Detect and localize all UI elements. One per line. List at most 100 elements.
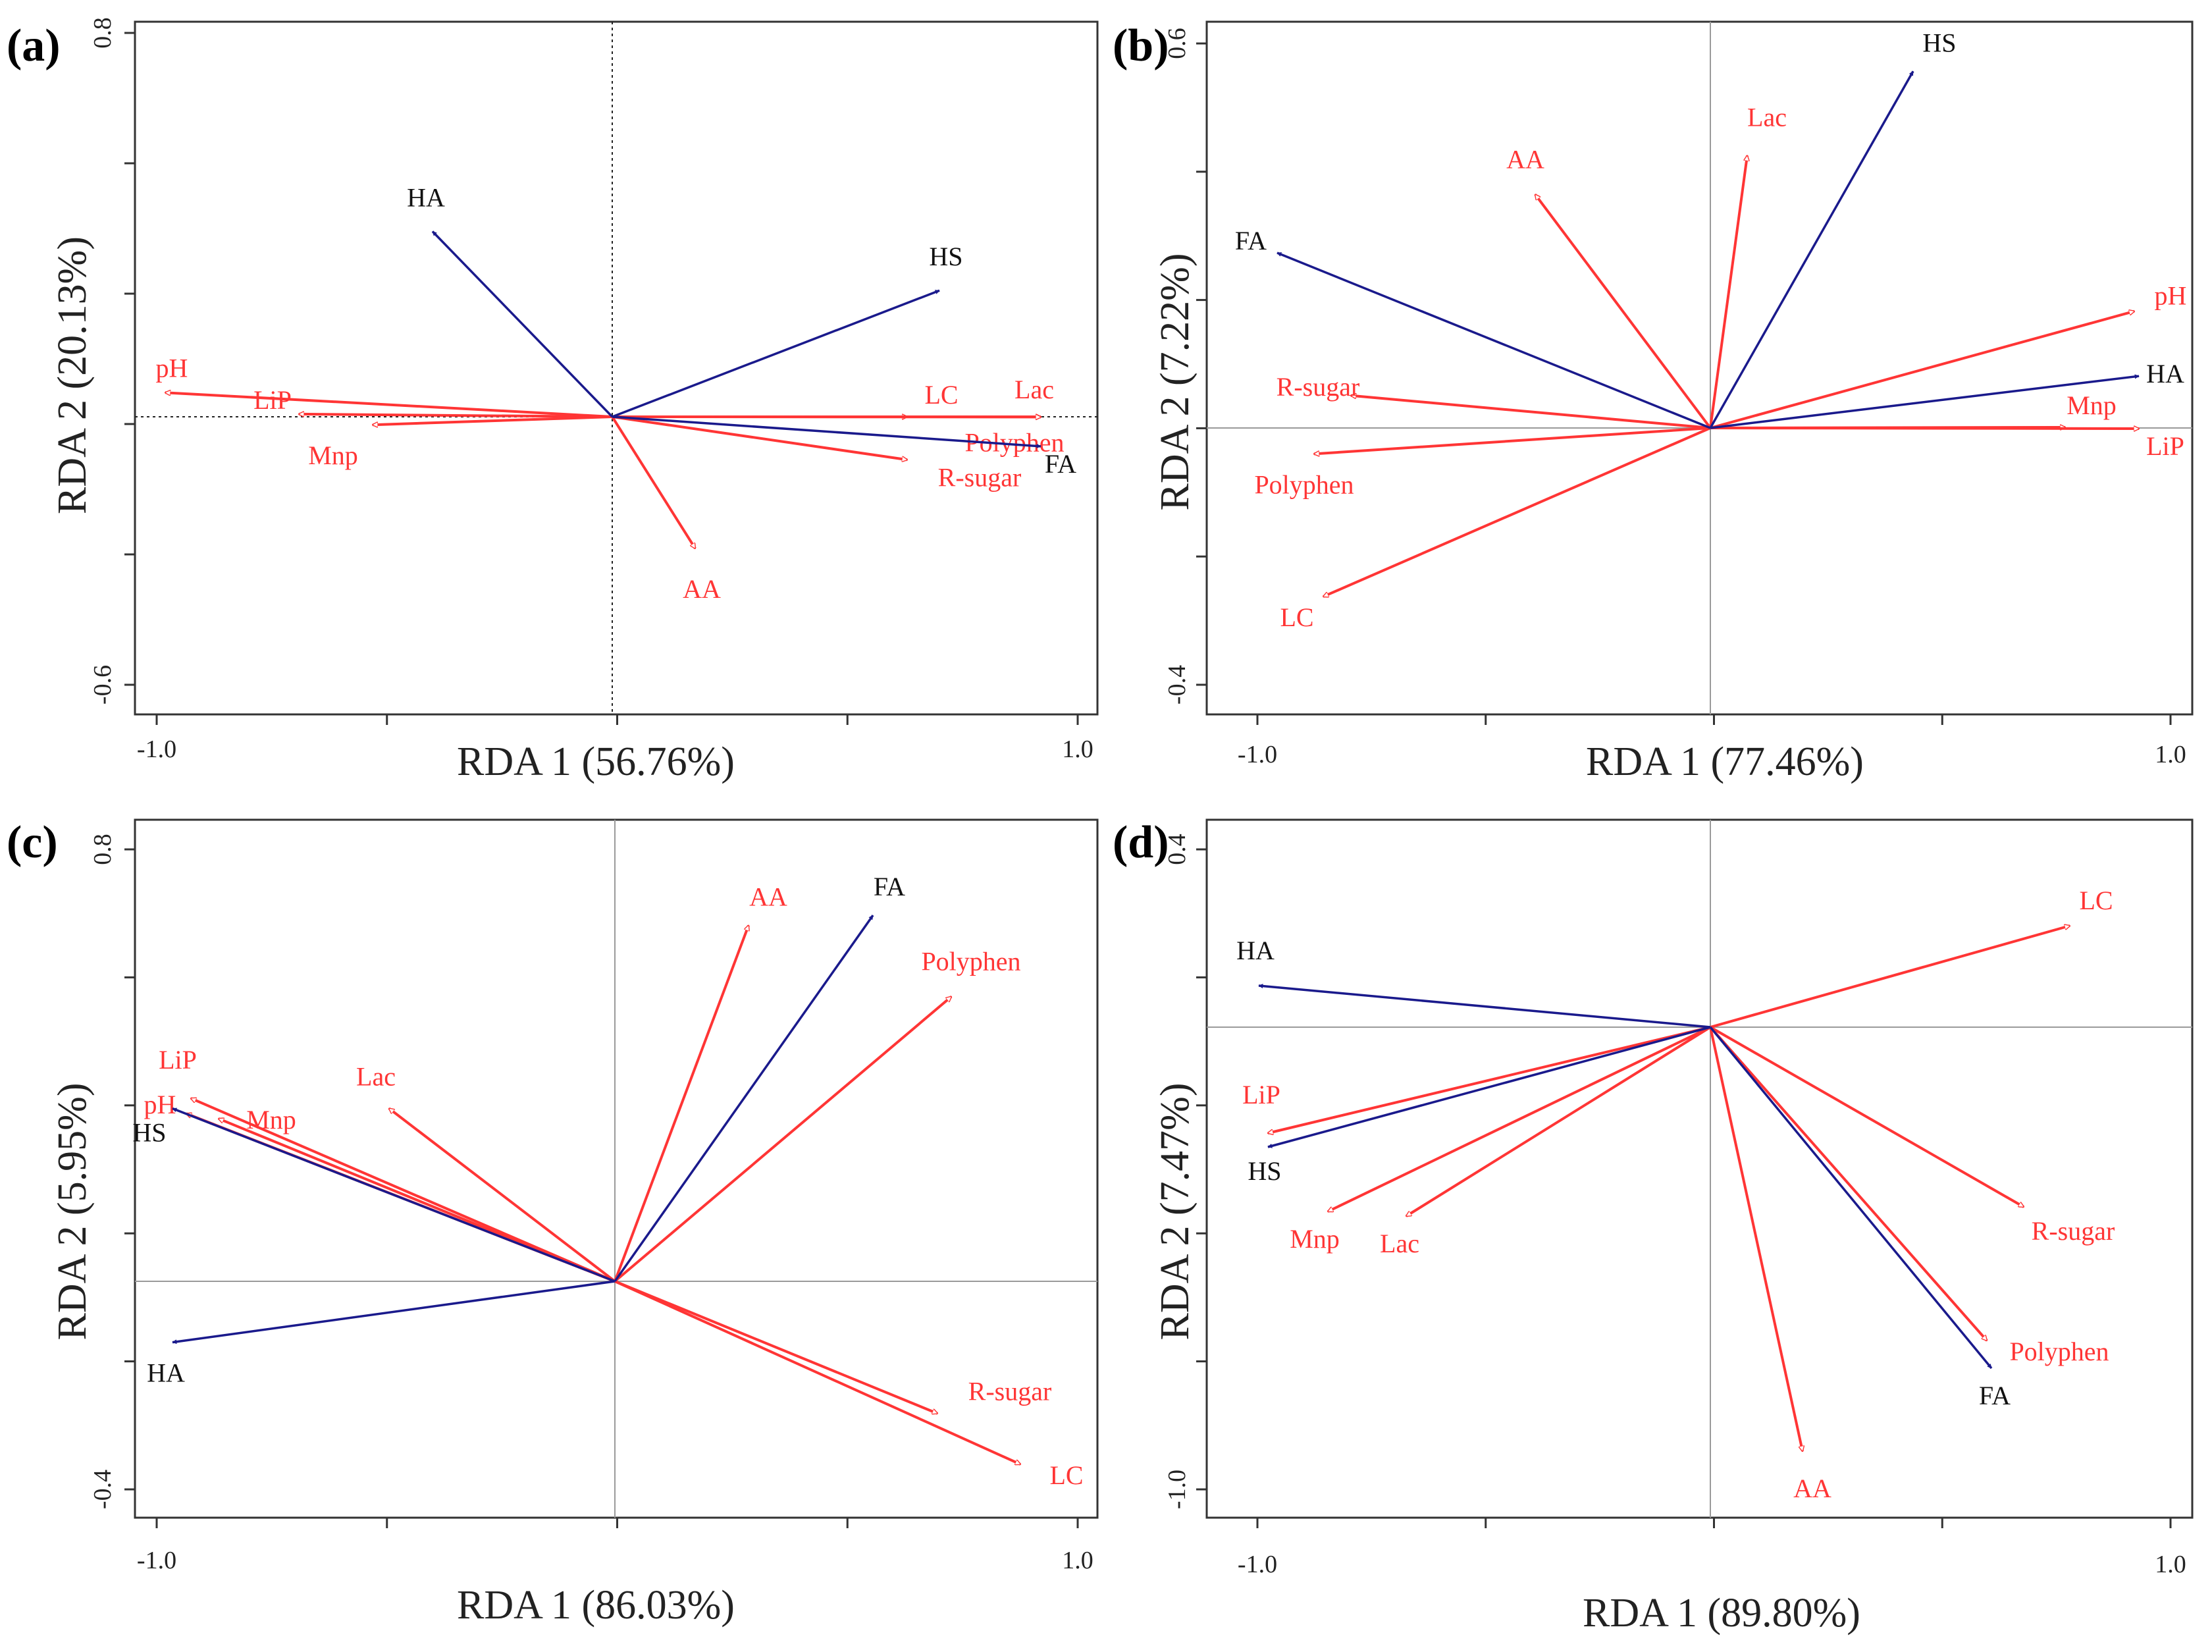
panel-d: -1.0 1.0 0.4 -1.0 RDA 1 (89.80%) RDA 2 (… <box>1113 817 2194 1636</box>
response-label-ha: HA <box>147 1358 185 1388</box>
response-vector-ha <box>431 230 614 418</box>
response-vector-hs <box>612 289 940 418</box>
env-vector-mnp <box>1328 1026 1711 1213</box>
env-vector-lip <box>191 1097 616 1283</box>
env-label-ph: pH <box>156 353 188 383</box>
env-label-ph: pH <box>2155 281 2187 311</box>
env-vector-aa <box>611 415 697 548</box>
y-tick-min: -0.6 <box>89 665 117 705</box>
y-tick-max: 0.8 <box>89 17 117 49</box>
env-vector-ph <box>165 392 613 418</box>
env-label-lac: Lac <box>1380 1229 1419 1258</box>
env-vector-polyphen <box>614 997 951 1283</box>
panel-a: -1.0 1.0 0.8 -0.6 RDA 1 (56.76%) RDA 2 (… <box>7 17 1099 784</box>
axis-ticks <box>124 32 1079 725</box>
env-label-aa: AA <box>749 882 787 912</box>
x-tick-min: -1.0 <box>1238 1551 1277 1578</box>
env-label-lc: LC <box>1049 1460 1083 1490</box>
env-vector-lc <box>1710 926 2070 1028</box>
response-vector-hs <box>172 1107 616 1283</box>
response-label-hs: HS <box>929 242 962 271</box>
env-vector-polyphen <box>1709 1026 1987 1341</box>
y-tick-min: -0.4 <box>89 1470 117 1509</box>
response-label-fa: FA <box>1979 1381 2011 1410</box>
env-label-polyphen: Polyphen <box>2009 1337 2109 1366</box>
env-vector-lac <box>1406 1026 1712 1217</box>
env-label-r-sugar: R-sugar <box>1277 372 1360 402</box>
env-label-lac: Lac <box>1014 375 1054 404</box>
env-vector-r-sugar <box>614 1280 937 1414</box>
y-axis-title: RDA 2 (7.47%) <box>1153 1083 1198 1341</box>
axis-ticks <box>124 848 1079 1528</box>
y-tick-min: -1.0 <box>1163 1470 1191 1509</box>
response-vector-ha <box>1258 984 1711 1028</box>
env-label-lc: LC <box>2079 886 2113 915</box>
response-vector-ha <box>172 1280 616 1345</box>
panel-label: (b) <box>1113 20 1169 71</box>
env-label-r-sugar: R-sugar <box>2032 1216 2115 1246</box>
env-vector-mnp <box>373 415 613 425</box>
x-tick-max: 1.0 <box>2155 741 2186 768</box>
env-label-ph: pH <box>144 1090 176 1119</box>
env-vector-r-sugar <box>1710 1026 2024 1208</box>
x-axis-title: RDA 1 (56.76%) <box>457 739 735 784</box>
response-label-fa: FA <box>1045 449 1076 479</box>
env-label-lip: LiP <box>159 1045 197 1075</box>
env-label-polyphen: Polyphen <box>1254 469 1354 499</box>
env-vector-aa <box>1709 1026 1803 1451</box>
response-label-hs: HS <box>1922 28 1956 57</box>
plot-frame <box>1205 818 2194 1519</box>
env-label-lip: LiP <box>2146 431 2184 461</box>
env-label-lc: LC <box>924 380 958 410</box>
env-vector-lip <box>299 414 613 418</box>
x-tick-max: 1.0 <box>1062 735 1093 763</box>
y-tick-max: 0.8 <box>89 834 117 865</box>
response-vector-hs <box>1709 70 1914 429</box>
response-label-fa: FA <box>874 872 905 901</box>
env-label-lc: LC <box>1280 602 1313 632</box>
plot-frame <box>134 818 1099 1519</box>
plot-frame <box>1205 20 2194 716</box>
y-axis-title: RDA 2 (5.95%) <box>50 1083 95 1341</box>
y-axis-title: RDA 2 (20.13%) <box>50 236 95 514</box>
plot-frame <box>134 20 1099 716</box>
env-vector-lc <box>1323 427 1711 598</box>
panel-label: (d) <box>1113 817 1169 868</box>
env-vector-aa <box>614 926 749 1282</box>
response-label-hs: HS <box>1248 1156 1281 1186</box>
y-tick-max: 0.6 <box>1163 28 1191 59</box>
response-vector-ha <box>1710 374 2140 429</box>
y-tick-max: 0.4 <box>1163 834 1191 865</box>
panel-label: (c) <box>7 817 58 868</box>
panel-c: -1.0 1.0 0.8 -0.4 RDA 1 (86.03%) RDA 2 (… <box>7 817 1099 1628</box>
response-label-hs: HS <box>132 1118 166 1148</box>
response-label-ha: HA <box>1236 936 1275 965</box>
env-label-mnp: Mnp <box>2067 390 2117 420</box>
x-tick-min: -1.0 <box>137 1547 176 1574</box>
x-axis-title: RDA 1 (89.80%) <box>1583 1591 1860 1636</box>
env-label-mnp: Mnp <box>1290 1224 1340 1254</box>
env-label-aa: AA <box>683 574 721 604</box>
x-tick-max: 1.0 <box>2155 1551 2186 1578</box>
response-label-ha: HA <box>2146 359 2184 388</box>
env-vector-ph <box>1710 311 2134 429</box>
env-vector-lac <box>389 1107 616 1283</box>
response-label-fa: FA <box>1235 226 1267 255</box>
env-vector-polyphen <box>1314 427 1711 454</box>
env-label-aa: AA <box>1793 1474 1831 1503</box>
env-vector-lip <box>1710 428 2139 429</box>
vectors: LC LiP Mnp Lac R-sugar Polyphen AA HA HS FA <box>1236 886 2115 1503</box>
response-vector-fa <box>1277 252 1711 429</box>
env-vector-r-sugar <box>1351 396 1711 429</box>
response-vector-fa <box>1709 1026 1993 1370</box>
x-tick-min: -1.0 <box>1238 741 1277 768</box>
env-label-polyphen: Polyphen <box>921 947 1020 976</box>
axis-ticks <box>1196 42 2172 725</box>
env-label-mnp: Mnp <box>308 440 358 470</box>
response-label-ha: HA <box>407 182 445 212</box>
env-vector-lip <box>1268 1026 1711 1133</box>
env-vector-r-sugar <box>612 415 907 460</box>
env-vector-lac <box>1709 155 1747 429</box>
env-label-lip: LiP <box>1242 1080 1280 1109</box>
